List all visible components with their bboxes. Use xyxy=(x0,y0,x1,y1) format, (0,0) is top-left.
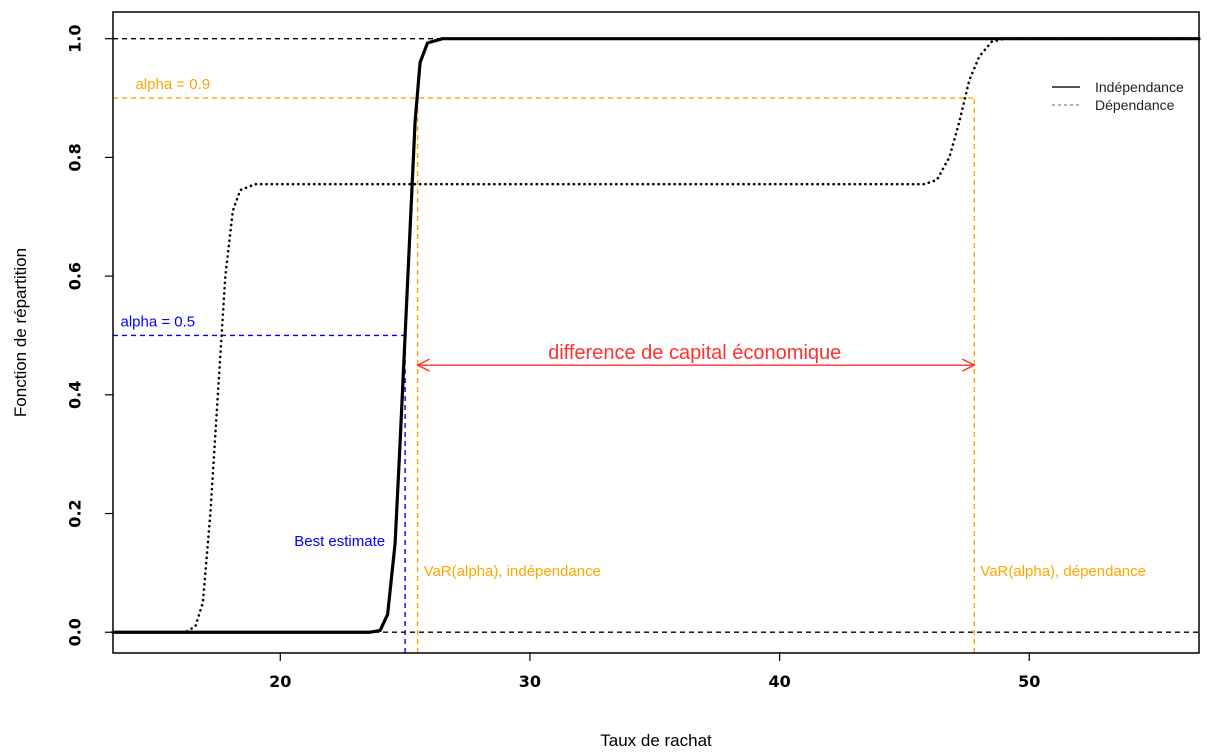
annotation-alpha-09: alpha = 0.9 xyxy=(135,76,210,93)
x-tick-label-40: 40 xyxy=(768,672,790,691)
y-axis-title: Fonction de répartition xyxy=(11,248,30,417)
series-layer xyxy=(111,37,1201,634)
annotation-var-independance: VaR(alpha), indépendance xyxy=(424,563,601,580)
legend: Indépendance Dépendance xyxy=(1052,79,1184,113)
y-tick-label-0.2: 0.2 xyxy=(66,499,85,527)
y-tick-label-0.6: 0.6 xyxy=(66,262,85,290)
annotation-alpha-05: alpha = 0.5 xyxy=(120,314,195,331)
x-axis-title: Taux de rachat xyxy=(600,731,712,750)
annotation-var-dependance: VaR(alpha), dépendance xyxy=(980,563,1146,580)
plot-frame xyxy=(112,11,1200,654)
arrow-head-right xyxy=(961,358,976,372)
y-tick-label-0.4: 0.4 xyxy=(66,381,85,409)
annotation-capital-difference: difference de capital économique xyxy=(548,342,841,364)
y-tick-label-0.8: 0.8 xyxy=(66,143,85,171)
x-tick-label-30: 30 xyxy=(519,672,541,691)
y-tick-label-0: 0.0 xyxy=(66,618,85,646)
arrow-layer xyxy=(416,358,976,372)
axes-layer: 20 30 40 50 0.0 0.2 0.4 0.6 0.8 1.0 xyxy=(66,25,1041,691)
legend-label-0: Indépendance xyxy=(1095,79,1184,95)
series-line-dependance xyxy=(111,37,1201,634)
annotations-layer: alpha = 0.9 alpha = 0.5 difference de capi… xyxy=(120,76,1146,580)
series-line-independance xyxy=(111,37,1201,634)
x-tick-label-50: 50 xyxy=(1018,672,1040,691)
y-tick-label-1: 1.0 xyxy=(66,25,85,53)
annotation-best-estimate: Best estimate xyxy=(294,533,385,550)
x-tick-label-20: 20 xyxy=(269,672,291,691)
arrow-head-left xyxy=(416,358,430,372)
legend-label-1: Dépendance xyxy=(1095,97,1175,113)
